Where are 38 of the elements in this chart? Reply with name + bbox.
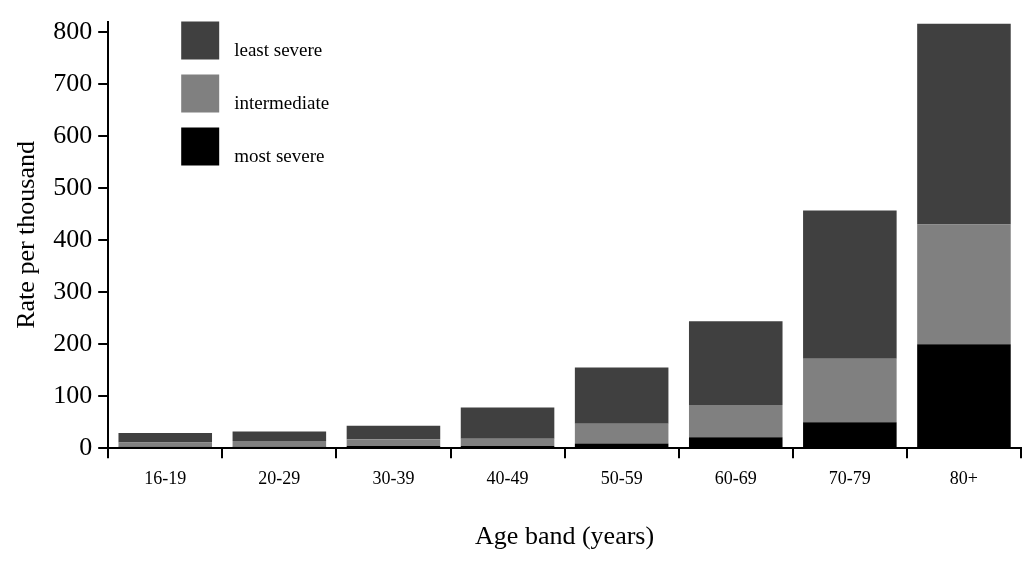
y-tick-label: 400 [53, 223, 93, 253]
x-tick-label: 50-59 [600, 467, 643, 488]
x-tick-label: 20-29 [258, 467, 301, 488]
bar [688, 321, 783, 406]
legend-label: most severe [234, 144, 325, 166]
bar [232, 431, 327, 441]
bar [688, 405, 783, 438]
legend-label: least severe [234, 38, 323, 60]
bar [460, 407, 555, 439]
y-tick-label: 0 [79, 432, 93, 462]
bar [574, 367, 669, 424]
x-tick-label: 30-39 [372, 467, 415, 488]
bar [118, 442, 213, 447]
y-tick-label: 100 [53, 380, 93, 409]
y-tick-label: 300 [53, 275, 93, 305]
y-tick-label: 200 [53, 327, 93, 357]
x-tick-label: 80+ [949, 467, 979, 488]
y-tick-label: 700 [53, 67, 93, 97]
y-tick-label: 500 [53, 171, 93, 201]
bar [803, 210, 897, 359]
bar [346, 425, 441, 440]
y-tick-label: 800 [53, 15, 93, 45]
y-tick-label: 600 [53, 119, 93, 149]
bar [232, 440, 327, 447]
x-tick-label: 70-79 [828, 467, 871, 488]
x-tick-label: 60-69 [714, 467, 757, 488]
legend-label: intermediate [234, 91, 330, 113]
bar [917, 224, 1011, 345]
y-axis-title: Rate per thousand [11, 141, 41, 329]
x-tick-label: 40-49 [486, 467, 529, 488]
bar [917, 23, 1011, 225]
bar [460, 438, 555, 447]
x-axis-title: Age band (years) [475, 521, 655, 551]
bar [803, 358, 897, 423]
bar [574, 423, 669, 444]
bar [118, 433, 213, 443]
bar [346, 439, 441, 447]
x-tick-label: 16-19 [144, 467, 187, 488]
